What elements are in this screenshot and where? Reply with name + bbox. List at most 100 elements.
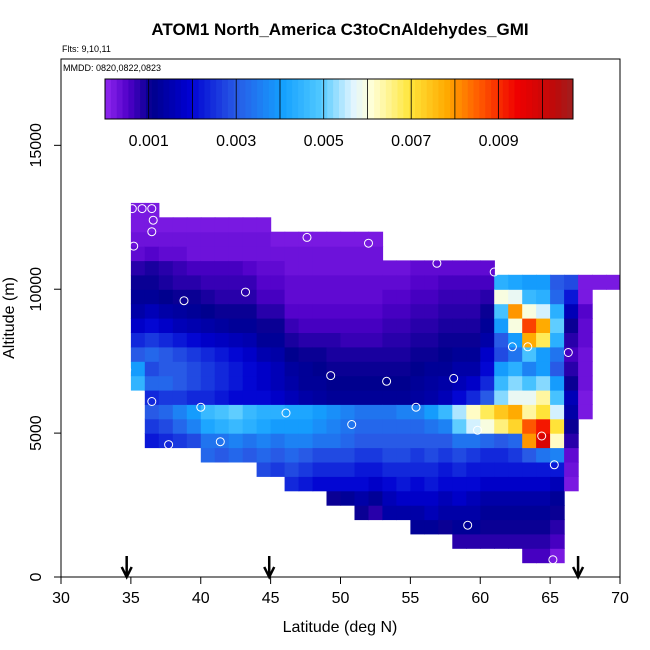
heatmap-cell [368,476,384,492]
heatmap-cell [326,461,342,477]
heatmap-cell [536,505,551,521]
heatmap-cell [438,260,453,276]
heatmap-cell [228,303,244,319]
heatmap-cell [508,418,523,434]
heatmap-cell [508,274,523,290]
heatmap-cell [340,231,356,247]
heatmap-cell [354,461,370,477]
heatmap-cell [480,361,495,377]
colorbar-segment [537,79,545,119]
heatmap-cell [396,318,411,333]
heatmap-cell [480,260,495,276]
heatmap-cell [298,318,314,333]
heatmap-cell [550,361,565,377]
heatmap-cell [214,404,230,420]
heatmap-cell [494,533,509,549]
observation-point [563,348,573,357]
heatmap-cell [452,461,467,477]
observation-point [549,460,559,470]
heatmap-cell [270,361,286,377]
heatmap-cell [186,246,202,262]
observation-point [612,258,620,268]
heatmap-cell [410,490,425,506]
heatmap-cell [186,274,202,290]
heatmap-cell [606,274,620,290]
heatmap-cell [284,433,300,449]
heatmap-cell [368,332,384,348]
heatmap-cell [354,490,370,506]
heatmap-cell [424,447,439,463]
heatmap-cell [522,447,537,463]
heatmap-cell [200,332,216,348]
heatmap-cell [354,289,370,305]
heatmap-cell [186,217,202,233]
colorbar-segment [350,79,358,119]
heatmap-cell [424,505,439,521]
observation-point [148,215,158,225]
colorbar-segment [216,79,223,119]
heatmap-cell [480,447,495,463]
heatmap-cell [466,418,481,434]
heatmap-cell [564,447,579,463]
heatmap-cell [550,447,565,463]
heatmap-cell [242,246,258,262]
x-axis-label: Latitude (deg N) [283,619,398,636]
observation-point [523,342,533,352]
heatmap-cell [438,490,453,506]
heatmap-cell [270,303,286,319]
heatmap-cell [452,490,467,506]
colorbar-segment [128,79,135,119]
colorbar-segment [186,79,194,119]
latitude-arrows [120,556,585,580]
y-tick-label: 0 [28,572,45,581]
observation-point [127,204,137,214]
heatmap-cell [340,461,356,477]
heatmap-cell [550,332,565,348]
heatmap-cell [494,289,509,305]
colorbar-tick-label: 0.001 [129,133,169,150]
heatmap-cell [354,389,370,405]
colorbar-segment [169,79,176,119]
heatmap-cell [494,346,509,362]
heatmap-cell [130,217,146,233]
heatmap-cell [564,404,579,420]
heatmap-cell [144,274,160,290]
colorbar-segment [444,79,451,119]
colorbar-segment [368,79,375,119]
heatmap-cell [312,318,328,333]
heatmap-cell [256,217,272,233]
heatmap-cell [410,274,425,290]
heatmap-cell [340,447,356,463]
heatmap-cell [172,375,188,391]
heatmap-cell [340,303,356,319]
heatmap-cell [410,303,425,319]
observation-point [507,342,517,352]
heatmap-cell [564,289,579,305]
colorbar-segment [356,79,363,119]
heatmap-cell [536,461,551,477]
heatmap-cell [284,246,300,262]
heatmap-cell [354,433,370,449]
heatmap-cell [242,231,258,247]
heatmap-cell [144,346,160,362]
heatmap-cell [270,346,286,362]
heatmap-cell [410,332,425,348]
heatmap-cell [480,274,495,290]
heatmap-cell [550,303,565,319]
heatmap-cell [172,346,188,362]
x-tick-label: 45 [262,590,280,607]
heatmap-cell [382,375,397,391]
heatmap-cell [130,361,146,377]
heatmap-cell [494,447,509,463]
heatmap-cell [354,447,370,463]
heatmap-cell [214,346,230,362]
heatmap-cell [536,548,551,564]
colorbar-segment [379,79,387,119]
heatmap-cell [382,289,397,305]
heatmap-cell [340,289,356,305]
heatmap-cell [172,318,188,333]
heatmap-cell [522,490,537,506]
y-axis-label: Altitude (m) [1,277,18,359]
heatmap-cell [382,274,397,290]
heatmap-cell [270,332,286,348]
